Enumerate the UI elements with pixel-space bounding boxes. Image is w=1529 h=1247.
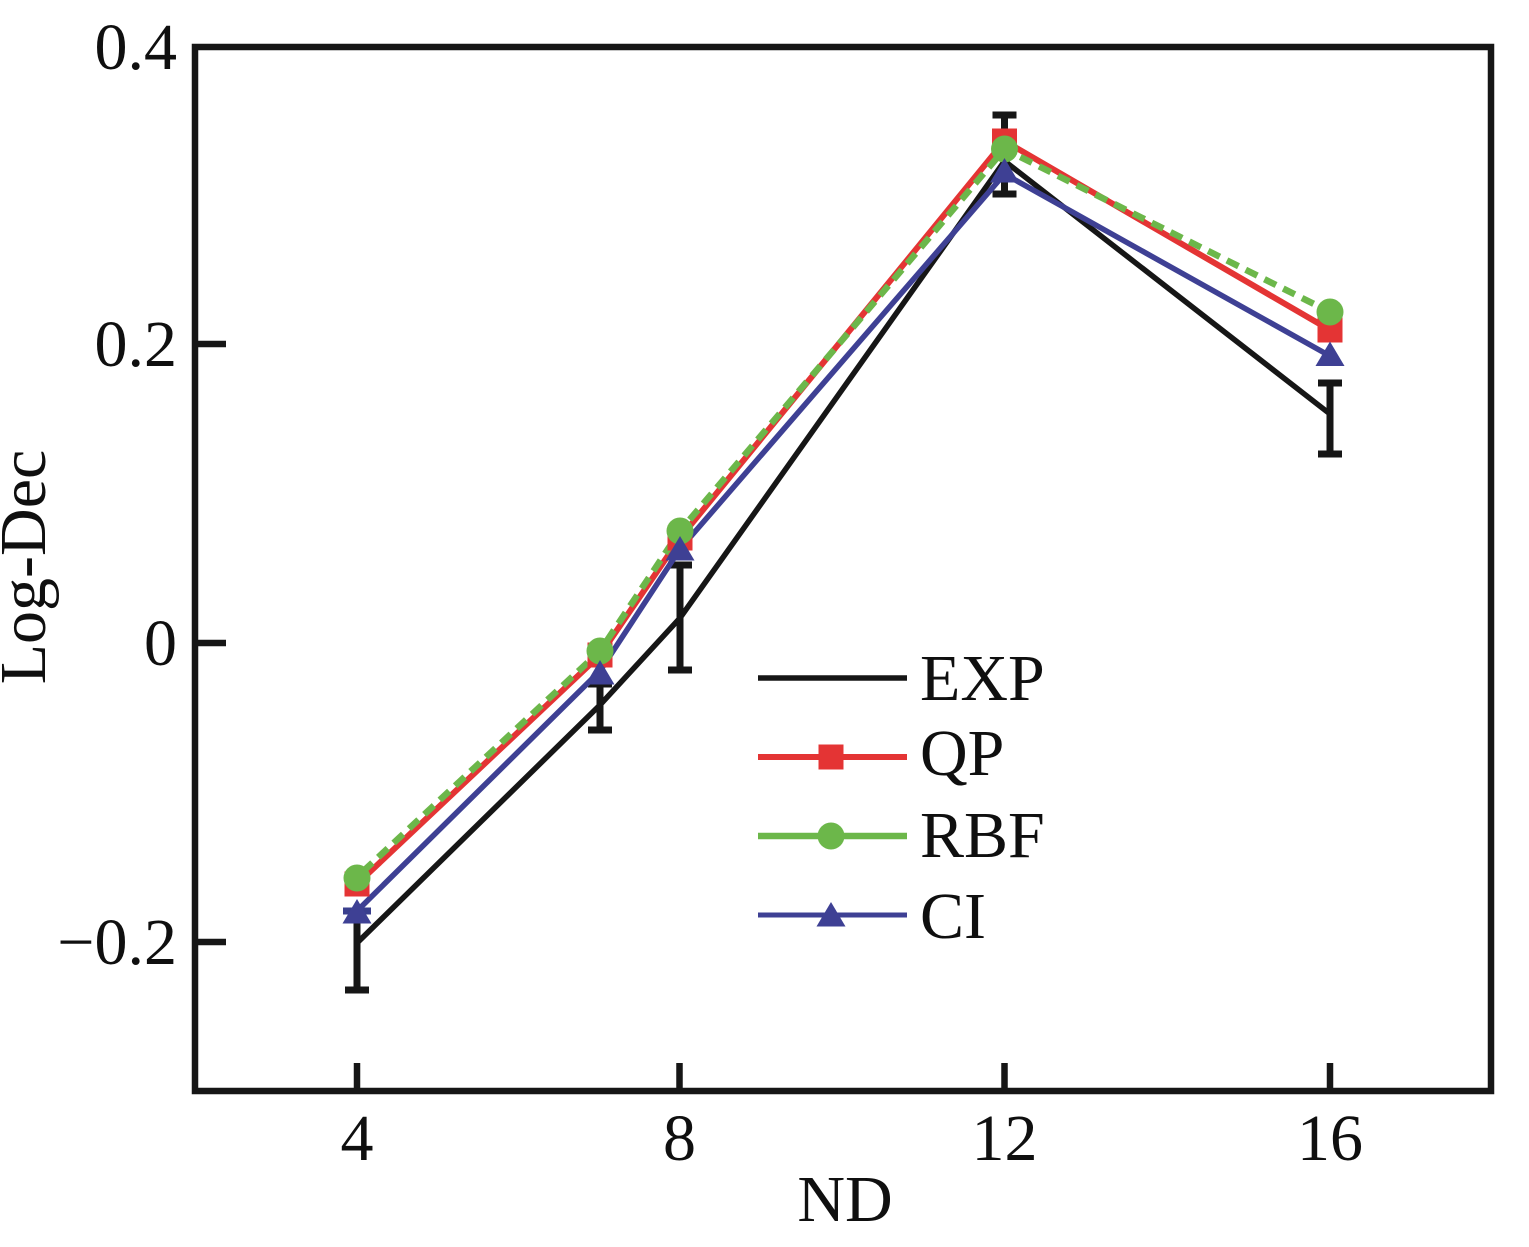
svg-text:ND: ND bbox=[797, 1163, 892, 1236]
svg-text:−0.2: −0.2 bbox=[57, 906, 177, 979]
svg-text:0: 0 bbox=[144, 607, 177, 680]
svg-text:RBF: RBF bbox=[920, 799, 1045, 872]
svg-text:EXP: EXP bbox=[920, 642, 1045, 715]
svg-text:4: 4 bbox=[341, 1102, 374, 1175]
svg-text:QP: QP bbox=[920, 717, 1004, 790]
svg-text:0.4: 0.4 bbox=[95, 11, 178, 84]
svg-text:8: 8 bbox=[663, 1102, 696, 1175]
svg-text:0.2: 0.2 bbox=[95, 308, 178, 381]
svg-text:16: 16 bbox=[1297, 1102, 1363, 1175]
svg-text:CI: CI bbox=[920, 880, 986, 953]
svg-text:12: 12 bbox=[972, 1102, 1038, 1175]
svg-text:Log-Dec: Log-Dec bbox=[0, 450, 60, 685]
